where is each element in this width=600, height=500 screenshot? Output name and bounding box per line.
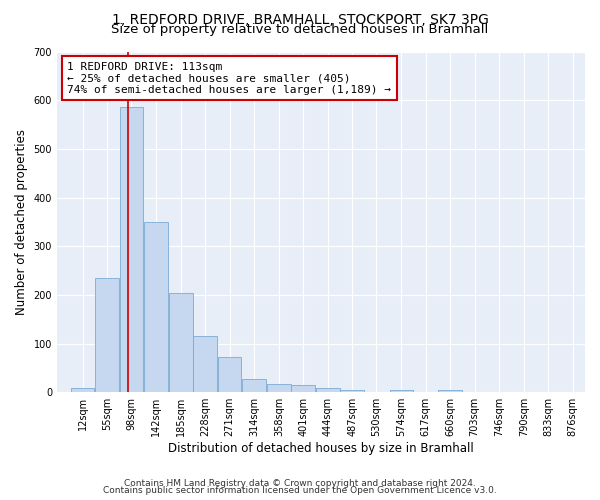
- Bar: [292, 386, 315, 392]
- Bar: [242, 379, 266, 392]
- Bar: [193, 336, 217, 392]
- Y-axis label: Number of detached properties: Number of detached properties: [15, 129, 28, 315]
- Bar: [145, 222, 168, 392]
- X-axis label: Distribution of detached houses by size in Bramhall: Distribution of detached houses by size …: [168, 442, 474, 455]
- Bar: [439, 390, 462, 392]
- Bar: [267, 384, 291, 392]
- Bar: [95, 278, 119, 392]
- Text: Contains public sector information licensed under the Open Government Licence v3: Contains public sector information licen…: [103, 486, 497, 495]
- Text: Size of property relative to detached houses in Bramhall: Size of property relative to detached ho…: [112, 22, 488, 36]
- Text: 1, REDFORD DRIVE, BRAMHALL, STOCKPORT, SK7 3PG: 1, REDFORD DRIVE, BRAMHALL, STOCKPORT, S…: [112, 12, 488, 26]
- Bar: [389, 390, 413, 392]
- Bar: [119, 108, 143, 392]
- Bar: [169, 294, 193, 392]
- Text: Contains HM Land Registry data © Crown copyright and database right 2024.: Contains HM Land Registry data © Crown c…: [124, 478, 476, 488]
- Bar: [340, 390, 364, 392]
- Bar: [316, 388, 340, 392]
- Text: 1 REDFORD DRIVE: 113sqm
← 25% of detached houses are smaller (405)
74% of semi-d: 1 REDFORD DRIVE: 113sqm ← 25% of detache…: [67, 62, 391, 95]
- Bar: [218, 356, 241, 392]
- Bar: [71, 388, 94, 392]
